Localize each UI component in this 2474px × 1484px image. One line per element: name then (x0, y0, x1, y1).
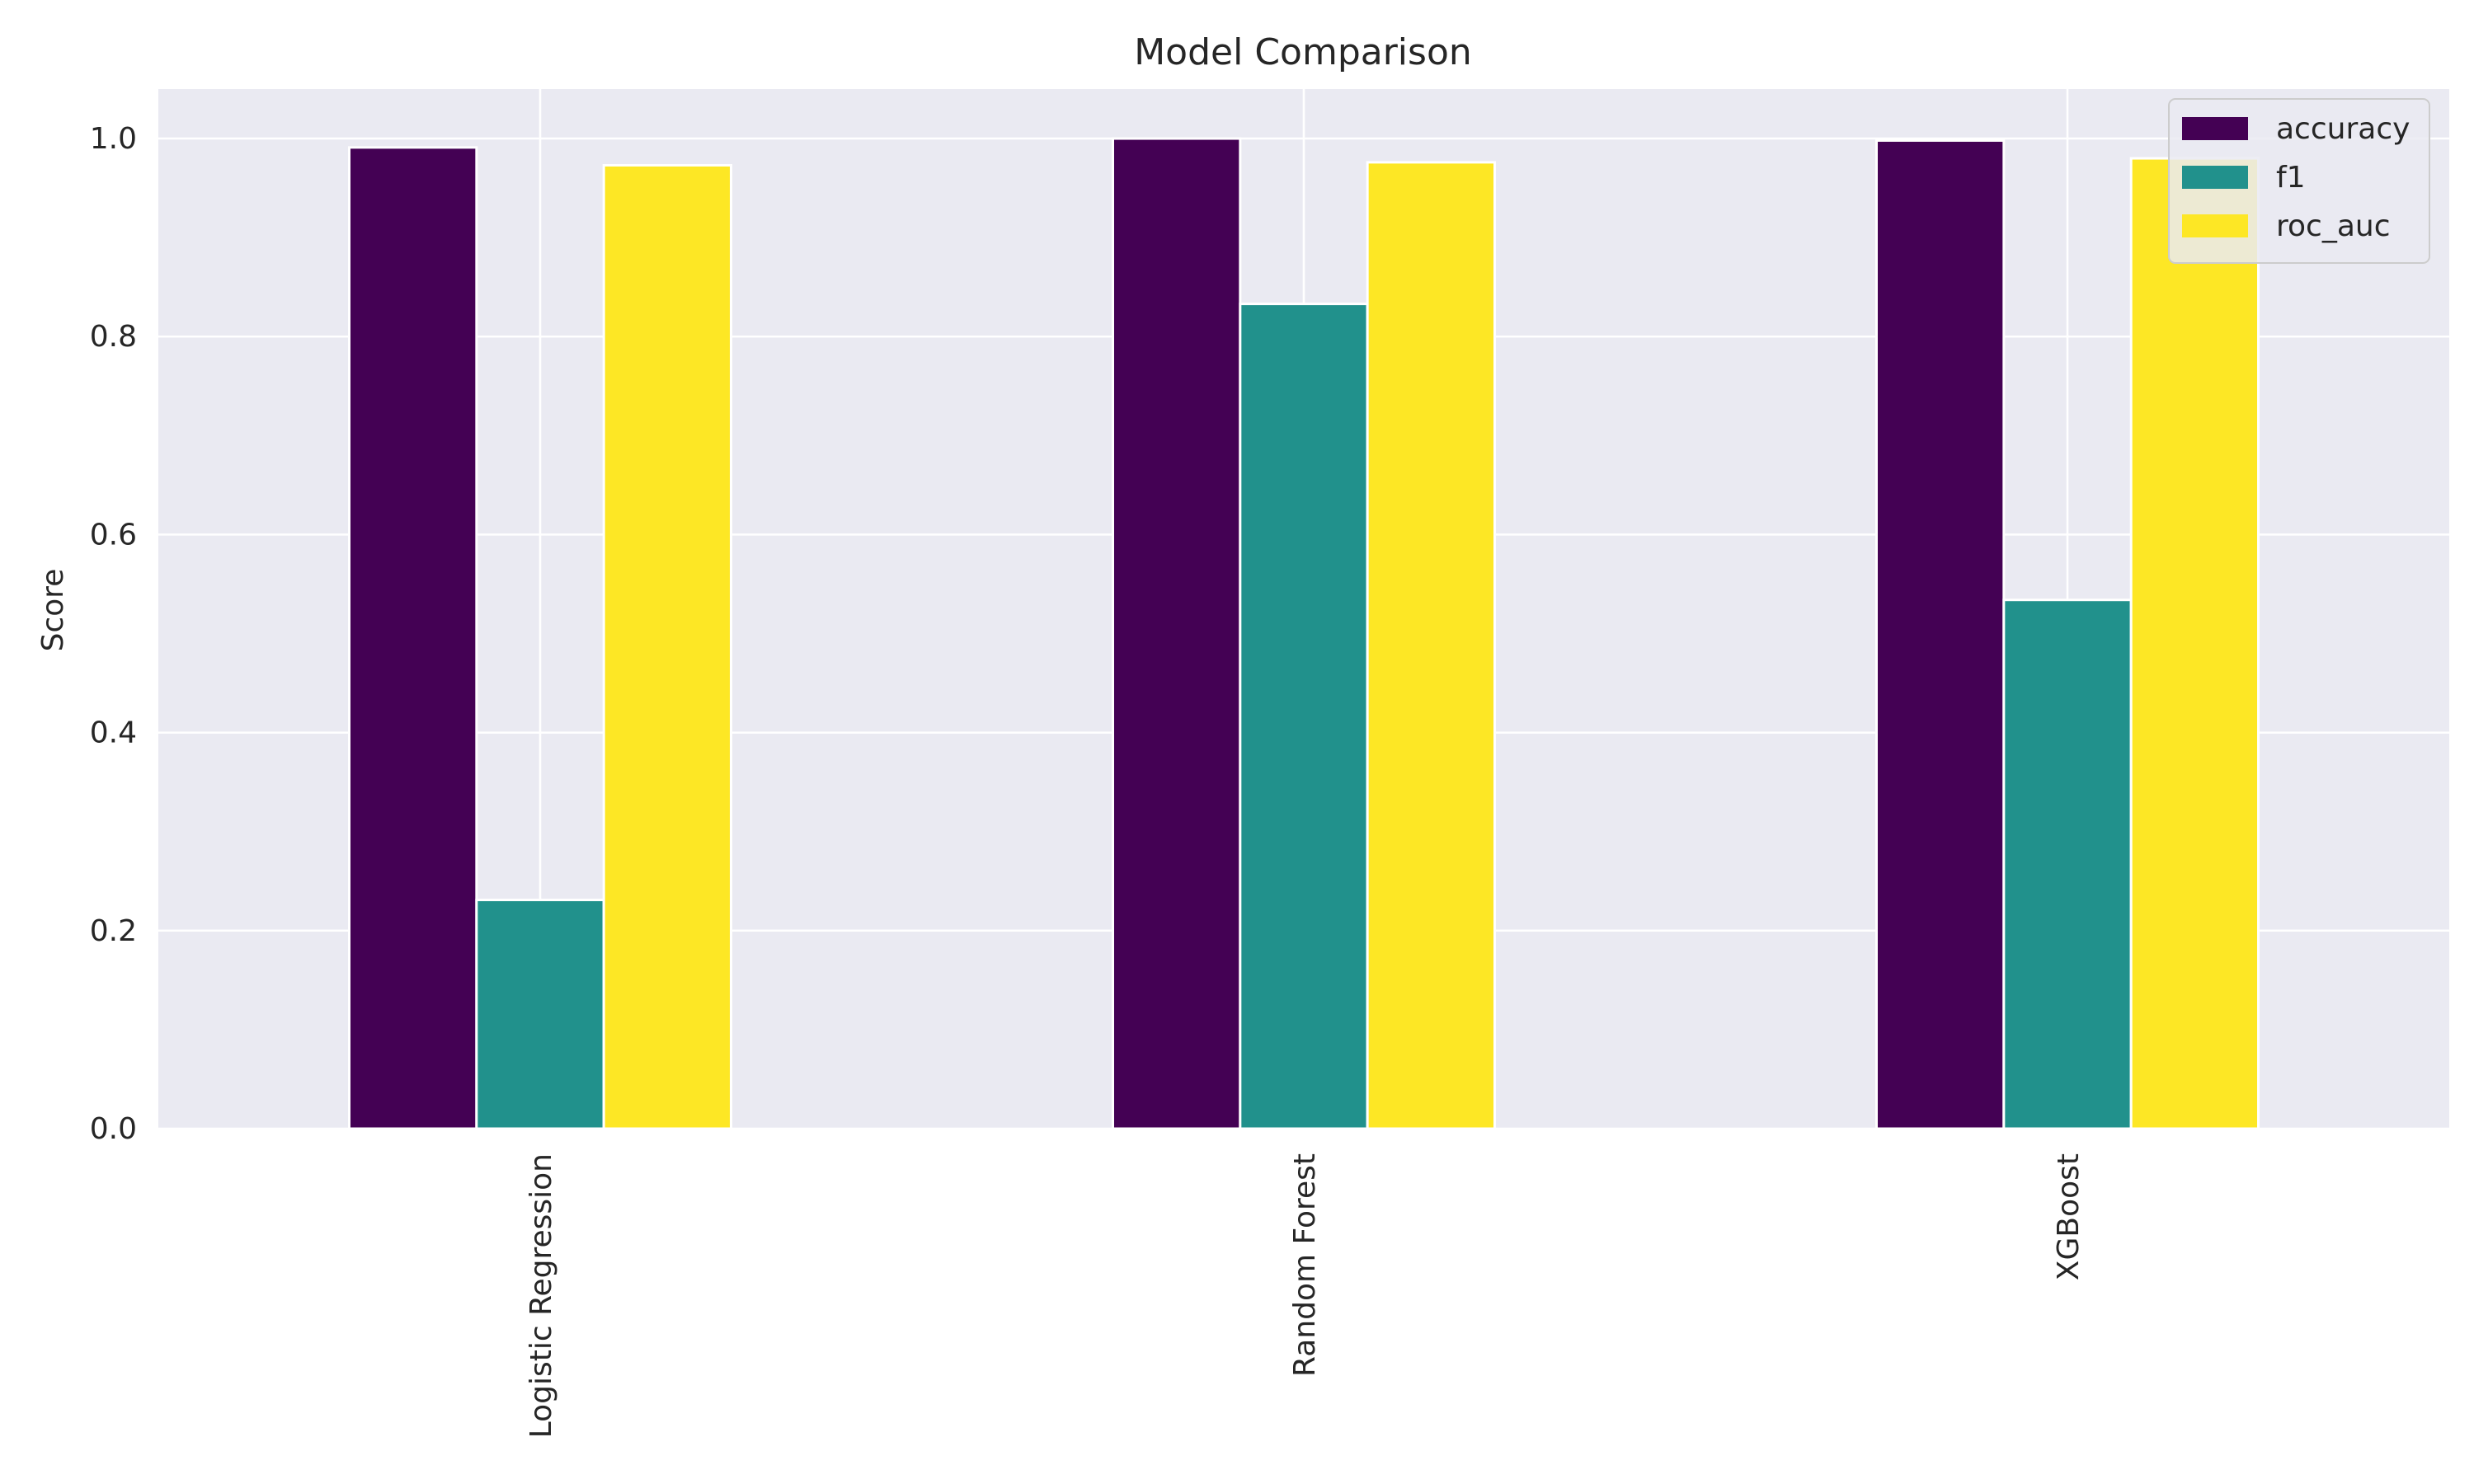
bar-f1-0 (475, 899, 605, 1130)
legend-swatch-f1 (2182, 166, 2248, 189)
x-tick-label: Random Forest (1288, 1153, 1322, 1377)
bar-f1-1 (1239, 303, 1369, 1130)
y-tick-label: 0.0 (90, 1112, 137, 1146)
bar-accuracy-1 (1112, 137, 1242, 1130)
legend: accuracy f1 roc_auc (2168, 98, 2430, 264)
y-tick-label: 0.8 (90, 320, 137, 354)
y-tick-label: 1.0 (90, 122, 137, 156)
legend-label-roc_auc: roc_auc (2276, 209, 2391, 243)
chart-title: Model Comparison (1134, 31, 1472, 73)
x-tick-labels: Logistic Regression Random Forest XGBoost (524, 1153, 2086, 1438)
bar-accuracy-2 (1875, 139, 2006, 1130)
bars (348, 137, 2260, 1130)
legend-label-f1: f1 (2276, 161, 2306, 195)
y-tick-label: 0.4 (90, 716, 137, 750)
bar-f1-2 (2002, 599, 2133, 1130)
y-axis-label: Score (36, 569, 70, 652)
x-tick-label: Logistic Regression (524, 1153, 558, 1438)
legend-label-accuracy: accuracy (2276, 112, 2410, 146)
legend-swatch-roc_auc (2182, 214, 2248, 237)
bar-roc_auc-0 (602, 163, 733, 1130)
bar-accuracy-0 (348, 146, 478, 1130)
y-tick-label: 0.2 (90, 914, 137, 948)
legend-swatch-accuracy (2182, 117, 2248, 140)
y-tick-labels: 0.0 0.2 0.4 0.6 0.8 1.0 (90, 122, 137, 1146)
bar-roc_auc-2 (2129, 157, 2260, 1130)
y-tick-label: 0.6 (90, 518, 137, 552)
bar-roc_auc-1 (1366, 161, 1496, 1130)
x-tick-label: XGBoost (2052, 1153, 2086, 1280)
